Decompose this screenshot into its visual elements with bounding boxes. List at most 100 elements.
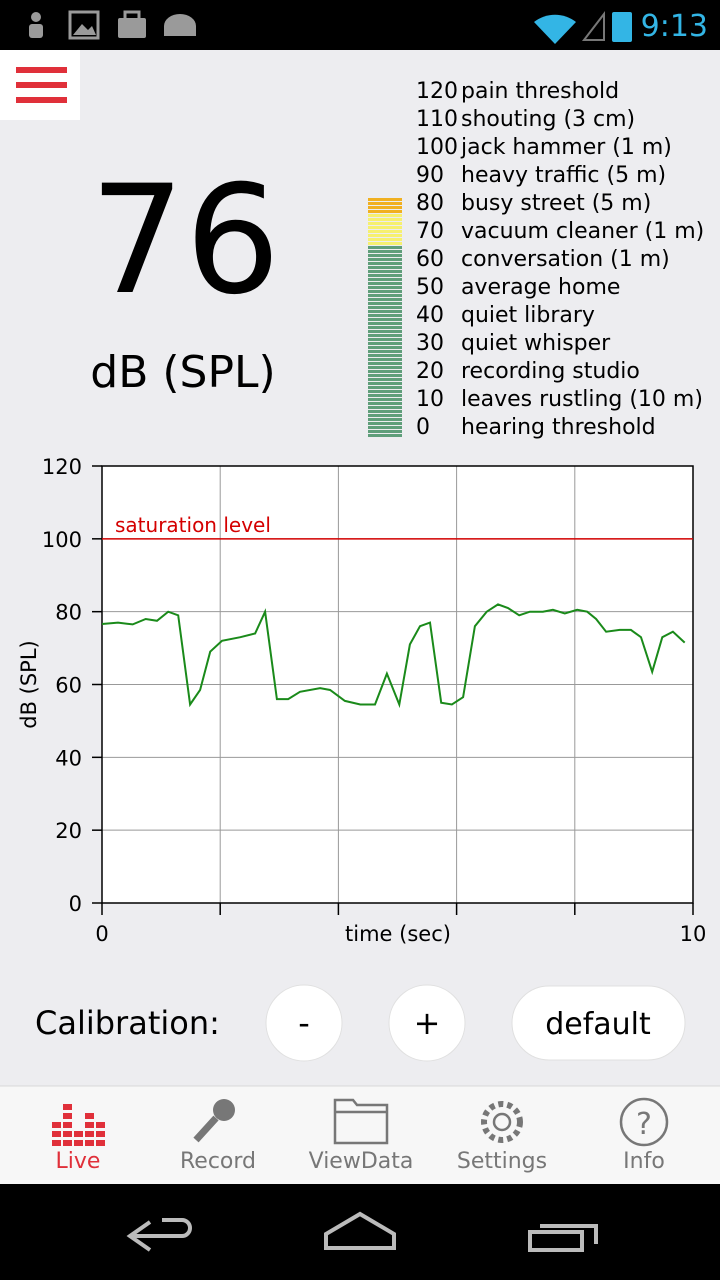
wifi-icon xyxy=(534,14,576,44)
tab-item[interactable]: ? Info xyxy=(619,1097,669,1174)
icon-part xyxy=(193,1115,219,1143)
y-tick-label: 120 xyxy=(42,455,82,479)
meter-segment xyxy=(368,250,402,253)
meter-segment xyxy=(368,258,402,261)
scale-level: 80 xyxy=(416,191,444,216)
scale-level: 90 xyxy=(416,163,444,188)
tab-item[interactable]: Settings xyxy=(457,1101,547,1174)
scale-label: shouting (3 cm) xyxy=(461,107,635,132)
scale-label: busy street (5 m) xyxy=(461,191,651,216)
meter-segment xyxy=(368,234,402,237)
meter-segment xyxy=(368,274,402,277)
reading-value: 76 xyxy=(90,154,281,328)
meter-segment xyxy=(368,346,402,349)
meter-segment xyxy=(368,270,402,273)
scale-level: 40 xyxy=(416,303,444,328)
meter-segment xyxy=(368,382,402,385)
meter-segment xyxy=(368,286,402,289)
chart: 0 20 40 60 80 100 120 0 10 saturation level time (… xyxy=(17,455,706,946)
meter-segment xyxy=(368,426,402,429)
level-meter xyxy=(368,198,402,437)
back-button[interactable] xyxy=(126,1218,192,1252)
scale-level: 30 xyxy=(416,331,444,356)
meter-segment xyxy=(368,226,402,229)
reading-unit: dB (SPL) xyxy=(90,347,275,398)
meter-segment xyxy=(368,262,402,265)
y-tick-label: 100 xyxy=(42,528,82,552)
y-tick-label: 60 xyxy=(55,674,82,698)
meter-segment xyxy=(368,338,402,341)
scale-label: hearing threshold xyxy=(461,415,656,440)
default-button[interactable]: default xyxy=(511,985,686,1061)
plot-frame xyxy=(101,465,694,904)
icon-part xyxy=(333,1098,389,1145)
tab-label: Settings xyxy=(457,1149,547,1174)
meter-segment xyxy=(368,218,402,221)
meter-segment xyxy=(368,342,402,345)
recents-button[interactable] xyxy=(528,1224,598,1252)
icon-part xyxy=(74,1131,83,1137)
scale-label: vacuum cleaner (1 m) xyxy=(461,219,704,244)
plus-button[interactable]: + xyxy=(388,984,466,1062)
icon-part xyxy=(96,1140,105,1146)
icon-part xyxy=(52,1140,61,1146)
status-icons xyxy=(29,10,196,40)
scale-level: 10 xyxy=(416,387,444,412)
scale-level: 20 xyxy=(416,359,444,384)
meter-segment xyxy=(368,266,402,269)
icon-part xyxy=(63,1122,72,1128)
meter-segment xyxy=(368,238,402,241)
meter-segment xyxy=(368,386,402,389)
meter-segment xyxy=(368,370,402,373)
minus-button[interactable]: - xyxy=(265,984,343,1062)
tab-item[interactable]: ViewData xyxy=(309,1098,414,1174)
scale-level: 50 xyxy=(416,275,444,300)
tab-label: ViewData xyxy=(309,1149,414,1174)
meter-segment xyxy=(368,350,402,353)
battery-icon xyxy=(612,12,632,42)
icon-part xyxy=(96,1131,105,1137)
icon-part: ? xyxy=(636,1107,652,1142)
meter-segment xyxy=(368,306,402,309)
saturation-label: saturation level xyxy=(115,513,271,537)
clock: 9:13 xyxy=(641,9,708,44)
icon-part xyxy=(52,1122,61,1128)
scale-level: 110 xyxy=(416,107,458,132)
meter-segment xyxy=(368,282,402,285)
y-tick-label: 40 xyxy=(55,746,82,770)
meter-segment xyxy=(368,202,402,205)
tab-item[interactable]: Live xyxy=(52,1104,105,1174)
icon-part xyxy=(85,1122,94,1128)
meter-segment xyxy=(368,362,402,365)
tab-label: Record xyxy=(180,1149,256,1174)
meter-segment xyxy=(368,330,402,333)
icon-part xyxy=(63,1131,72,1137)
meter-segment xyxy=(368,410,402,413)
y-axis-label: dB (SPL) xyxy=(17,640,41,729)
system-nav xyxy=(0,1184,720,1280)
meter-segment xyxy=(368,326,402,329)
meter-segment xyxy=(368,366,402,369)
icon-part xyxy=(213,1099,235,1121)
meter-segment xyxy=(368,210,402,213)
meter-segment xyxy=(368,418,402,421)
meter-segment xyxy=(368,314,402,317)
meter-segment xyxy=(368,290,402,293)
icon-part xyxy=(492,1112,512,1132)
meter-segment xyxy=(368,214,402,217)
scale-label: pain threshold xyxy=(461,79,619,104)
icon-part xyxy=(85,1140,94,1146)
meter-segment xyxy=(368,310,402,313)
meter-segment xyxy=(368,334,402,337)
scale-label: jack hammer (1 m) xyxy=(460,135,672,160)
tab-label: Info xyxy=(623,1149,665,1174)
meter-segment xyxy=(368,242,402,245)
menu-button[interactable] xyxy=(0,50,80,120)
button-label: default xyxy=(545,1007,651,1042)
icon-part xyxy=(63,1140,72,1146)
home-button[interactable] xyxy=(324,1211,396,1250)
tab-item[interactable]: Record xyxy=(180,1099,256,1174)
meter-segment xyxy=(368,246,402,249)
meter-segment xyxy=(368,430,402,433)
scale-label: quiet whisper xyxy=(461,331,611,356)
